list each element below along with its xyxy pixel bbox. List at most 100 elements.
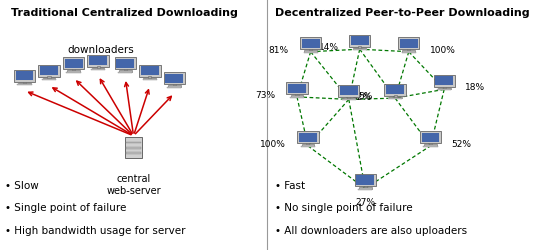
Text: downloaders: downloaders <box>68 45 134 55</box>
Bar <box>126 142 141 144</box>
Bar <box>351 37 368 46</box>
Text: • All downloaders are also uploaders: • All downloaders are also uploaders <box>275 225 468 235</box>
Bar <box>422 133 439 142</box>
Bar <box>386 86 404 95</box>
Text: 18%: 18% <box>465 83 485 92</box>
Text: central
web-server: central web-server <box>106 174 161 195</box>
Bar <box>91 70 105 71</box>
Bar <box>437 90 451 91</box>
Text: 81%: 81% <box>269 46 289 54</box>
Text: Decentralized Peer-to-Peer Downloading: Decentralized Peer-to-Peer Downloading <box>275 8 530 18</box>
Text: • Fast: • Fast <box>275 180 305 190</box>
Bar <box>304 52 318 54</box>
Bar <box>16 72 33 81</box>
Bar <box>72 70 75 72</box>
Text: 73%: 73% <box>255 90 275 100</box>
Bar <box>388 99 402 100</box>
Bar <box>87 56 108 68</box>
Bar <box>298 132 318 144</box>
Bar <box>125 138 142 159</box>
Bar <box>287 83 308 95</box>
Bar <box>117 59 134 69</box>
Text: • Single point of failure: • Single point of failure <box>5 202 127 212</box>
Bar <box>23 82 26 85</box>
Bar <box>47 77 51 80</box>
Bar <box>42 80 56 81</box>
Bar <box>342 100 356 101</box>
Bar <box>173 85 176 87</box>
Bar <box>402 52 416 54</box>
Bar <box>301 146 315 147</box>
Bar <box>67 71 80 72</box>
Bar <box>40 67 58 76</box>
Bar <box>359 187 372 189</box>
Bar <box>347 97 350 100</box>
Text: 14%: 14% <box>319 42 339 51</box>
Bar <box>18 84 31 85</box>
Bar <box>423 146 438 147</box>
Bar <box>89 57 107 66</box>
Bar <box>302 39 319 48</box>
Bar <box>300 38 322 50</box>
Bar <box>358 189 372 190</box>
Text: • Slow: • Slow <box>5 180 39 190</box>
Bar <box>143 78 156 80</box>
Text: 27%: 27% <box>355 197 375 206</box>
Text: 5%: 5% <box>358 92 372 101</box>
Bar <box>141 67 159 76</box>
Text: • No single point of failure: • No single point of failure <box>275 202 413 212</box>
Bar <box>349 36 371 48</box>
Bar <box>124 70 127 72</box>
Bar <box>92 68 105 70</box>
Bar <box>385 84 405 96</box>
Bar <box>438 88 451 90</box>
Bar <box>434 76 455 88</box>
Bar <box>424 145 437 146</box>
Bar <box>338 86 360 98</box>
Bar <box>119 71 132 72</box>
Bar <box>393 96 397 98</box>
Bar <box>126 153 141 154</box>
Bar <box>115 58 136 70</box>
Bar <box>118 72 132 74</box>
Bar <box>342 98 355 100</box>
Bar <box>65 59 82 69</box>
Bar <box>358 47 361 50</box>
Bar <box>143 80 157 81</box>
Bar <box>290 96 304 98</box>
Bar <box>398 38 420 50</box>
Bar <box>288 84 306 94</box>
Bar <box>14 70 35 83</box>
Text: Traditional Centralized Downloading: Traditional Centralized Downloading <box>11 8 238 18</box>
Bar <box>420 132 441 144</box>
Bar <box>66 72 81 74</box>
Text: 100%: 100% <box>429 46 455 54</box>
Bar <box>63 58 84 70</box>
Bar <box>43 78 56 80</box>
Bar <box>17 85 32 86</box>
Bar <box>389 97 402 99</box>
Bar <box>301 145 314 146</box>
Bar <box>140 66 161 78</box>
Bar <box>443 87 446 90</box>
Bar <box>353 48 366 50</box>
Bar <box>168 86 181 88</box>
Bar <box>435 77 453 86</box>
Bar <box>166 74 183 84</box>
Bar <box>304 51 317 52</box>
Bar <box>306 144 310 146</box>
Bar <box>309 50 312 52</box>
Bar <box>400 39 417 48</box>
Bar <box>355 174 376 186</box>
Bar <box>340 87 358 96</box>
Bar <box>407 50 410 52</box>
Bar <box>38 66 60 78</box>
Text: 92%: 92% <box>352 92 372 102</box>
Bar <box>148 77 152 80</box>
Bar <box>164 73 185 85</box>
Bar <box>295 95 299 97</box>
Bar <box>356 176 374 185</box>
Bar <box>364 186 367 188</box>
Bar <box>299 133 317 142</box>
Bar <box>402 51 415 52</box>
